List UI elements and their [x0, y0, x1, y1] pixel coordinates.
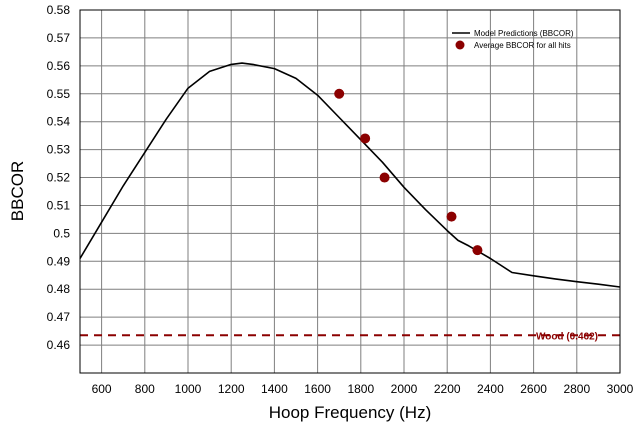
average-bbcor-point [360, 133, 371, 144]
x-tick-label: 1800 [347, 382, 374, 396]
y-axis-title: BBCOR [8, 161, 27, 221]
y-tick-label: 0.49 [47, 254, 71, 268]
series-lines [79, 62, 621, 288]
y-tick-label: 0.5 [53, 226, 70, 240]
legend: Model Predictions (BBCOR) Average BBCOR … [452, 29, 574, 50]
x-tick-label: 1600 [304, 382, 331, 396]
y-tick-label: 0.54 [47, 115, 71, 129]
x-tick-label: 2400 [477, 382, 504, 396]
x-tick-label: 2600 [520, 382, 547, 396]
y-tick-label: 0.47 [47, 310, 71, 324]
x-tick-label: 2800 [563, 382, 590, 396]
y-tick-label: 0.56 [47, 59, 71, 73]
average-bbcor-point [472, 245, 483, 256]
y-tick-label: 0.53 [47, 143, 71, 157]
x-tick-labels: 600 800 1000 1200 1400 1600 1800 2000 2200 2400 26… [92, 382, 634, 396]
y-tick-label: 0.58 [47, 3, 71, 17]
y-tick-label: 0.46 [47, 338, 71, 352]
x-axis-title: Hoop Frequency (Hz) [269, 403, 432, 422]
x-tick-label: 1200 [218, 382, 245, 396]
y-tick-labels: 0.46 0.47 0.48 0.49 0.5 0.51 0.52 0.53 0.54 0.55 0… [47, 3, 71, 352]
y-tick-label: 0.57 [47, 31, 71, 45]
x-tick-label: 1000 [175, 382, 202, 396]
plot-background [80, 10, 620, 373]
wood-reference-label: Wood (0.462) [536, 331, 598, 342]
y-tick-label: 0.51 [47, 198, 71, 212]
x-tick-label: 2000 [391, 382, 418, 396]
plot-frame [79, 9, 621, 374]
x-tick-label: 800 [135, 382, 155, 396]
x-tick-label: 1400 [261, 382, 288, 396]
y-tick-label: 0.52 [47, 171, 71, 185]
average-bbcor-point [379, 172, 390, 183]
average-bbcor-point [334, 88, 345, 99]
x-tick-label: 2200 [434, 382, 461, 396]
average-bbcor-point [446, 211, 457, 222]
x-tick-label: 600 [92, 382, 112, 396]
series-points [334, 88, 483, 256]
y-tick-label: 0.55 [47, 87, 71, 101]
legend-label-average: Average BBCOR for all hits [474, 41, 571, 50]
legend-point-swatch [455, 40, 465, 50]
y-tick-label: 0.48 [47, 282, 71, 296]
model-predictions-line [79, 62, 621, 288]
x-tick-label: 3000 [607, 382, 634, 396]
legend-label-model: Model Predictions (BBCOR) [474, 29, 574, 38]
